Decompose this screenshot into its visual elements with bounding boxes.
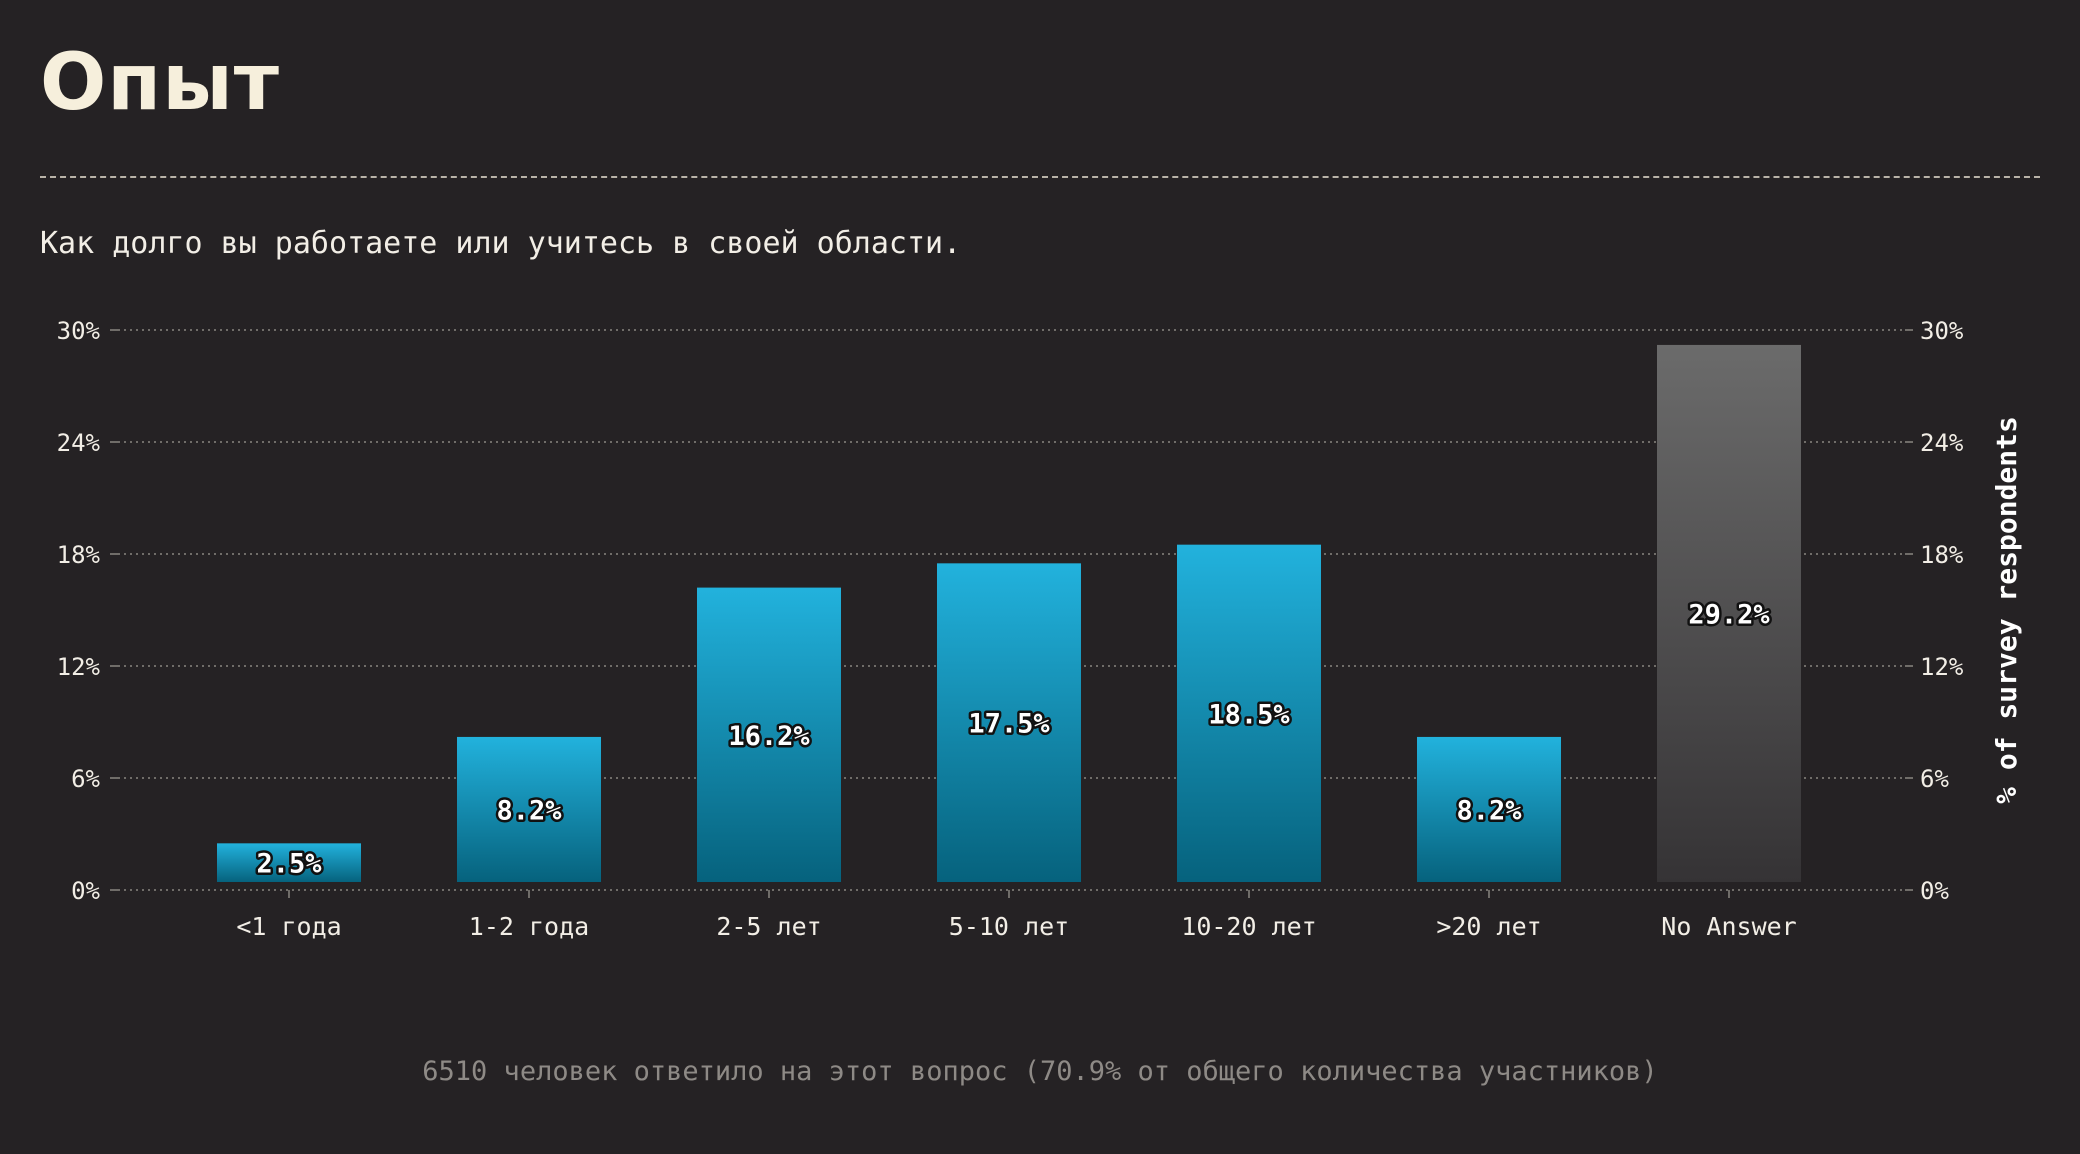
xtick-label: No Answer [1661, 912, 1796, 941]
xtick-label: 2-5 лет [716, 912, 821, 941]
ytick-label-right: 12% [1920, 653, 1964, 681]
value-labels: 2.5% 8.2% 16.2% 17.5% 18.5% 8.2% 29.2% [254, 597, 1773, 882]
response-count-note: 6510 человек ответило на этот вопрос (70… [422, 1056, 1658, 1087]
bar [937, 563, 1081, 882]
question-text: Как долго вы работаете или учитесь в сво… [40, 226, 962, 261]
gridlines [118, 329, 1905, 891]
value-label: 2.5% [256, 849, 322, 880]
xtick-label: <1 года [236, 912, 341, 941]
ytick-label-left: 24% [57, 429, 101, 457]
value-label: 8.2% [1456, 795, 1522, 826]
y-axis-title: % of survey respondents [1990, 416, 2023, 804]
ytick-label-left: 6% [71, 765, 100, 793]
page-title: Опыт [40, 38, 280, 128]
bar [1177, 544, 1321, 882]
value-label: 17.5% [968, 709, 1050, 740]
ytick-label-left: 0% [71, 877, 100, 905]
bar [1417, 736, 1561, 882]
ytick-label-right: 0% [1920, 877, 1949, 905]
xtick-label: 5-10 лет [949, 912, 1069, 941]
ytick-label-right: 24% [1920, 429, 1964, 457]
axes: 0% 0% 6% 6% 12% 12% 18% 18% 24% 24% 30% 30% <1 года 1… [57, 317, 2023, 941]
bar [697, 587, 841, 882]
bar-no-answer [1657, 344, 1801, 882]
ytick-label-left: 18% [57, 541, 101, 569]
ytick-label-right: 18% [1920, 541, 1964, 569]
value-label: 18.5% [1208, 699, 1290, 730]
ytick-label-right: 6% [1920, 765, 1949, 793]
ytick-label-right: 30% [1920, 317, 1964, 345]
value-label: 16.2% [728, 721, 810, 752]
value-label: 29.2% [1688, 599, 1770, 630]
bar [217, 843, 361, 882]
xtick-label: 10-20 лет [1181, 912, 1316, 941]
xtick-label: >20 лет [1436, 912, 1541, 941]
ytick-label-left: 12% [57, 653, 101, 681]
title-divider [40, 176, 2040, 178]
bar [457, 736, 601, 882]
value-label: 8.2% [496, 795, 562, 826]
xtick-label: 1-2 года [469, 912, 589, 941]
bars [217, 344, 1801, 882]
ytick-label-left: 30% [57, 317, 101, 345]
